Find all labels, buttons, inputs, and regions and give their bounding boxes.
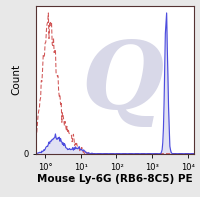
Y-axis label: Count: Count — [12, 64, 22, 95]
X-axis label: Mouse Ly-6G (RB6-8C5) PE: Mouse Ly-6G (RB6-8C5) PE — [37, 175, 193, 184]
Text: Q: Q — [82, 38, 164, 128]
